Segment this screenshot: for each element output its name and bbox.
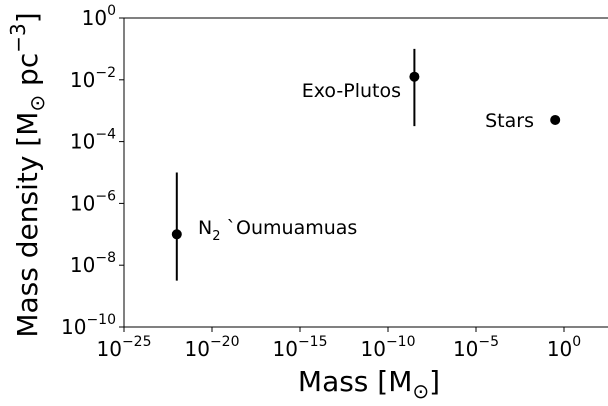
superscript-minus-3: −3 [6,23,30,52]
sun-symbol: ⊙ [25,95,49,112]
x-axis-label: Mass [M⊙] [298,365,440,401]
x-tick-label: 10−20 [185,334,240,361]
data-point [409,71,420,82]
y-tick-label: 100 [82,3,116,30]
data-point [171,229,182,240]
data-marks-group [171,48,561,281]
y-tick-label: 10−2 [70,65,116,92]
point-label-exo-plutos: Exo-Plutos [302,80,401,102]
x-tick-label: 10−15 [273,334,328,361]
point-label-oumuamuas: N2 `Oumuamuas [198,217,357,244]
data-point [550,114,561,125]
sun-symbol: ⊙ [412,379,429,401]
ticks-group: 10−25 10−20 10−15 10−10 10−5 100 10−10 10−8 10−6… [61,3,581,361]
x-tick-label: 100 [547,334,581,361]
y-tick-label: 10−8 [70,250,116,277]
point-label-stars: Stars [485,110,534,132]
subscript-2: 2 [212,229,220,244]
x-tick-label: 10−5 [453,334,499,361]
y-tick-label: 10−4 [70,127,116,154]
y-axis-label: Mass density [M⊙ pc−3] [6,12,49,337]
y-tick-label: 10−10 [61,312,116,339]
x-tick-label: 10−25 [97,334,152,361]
x-tick-label: 10−10 [361,334,416,361]
y-tick-label: 10−6 [70,188,116,215]
